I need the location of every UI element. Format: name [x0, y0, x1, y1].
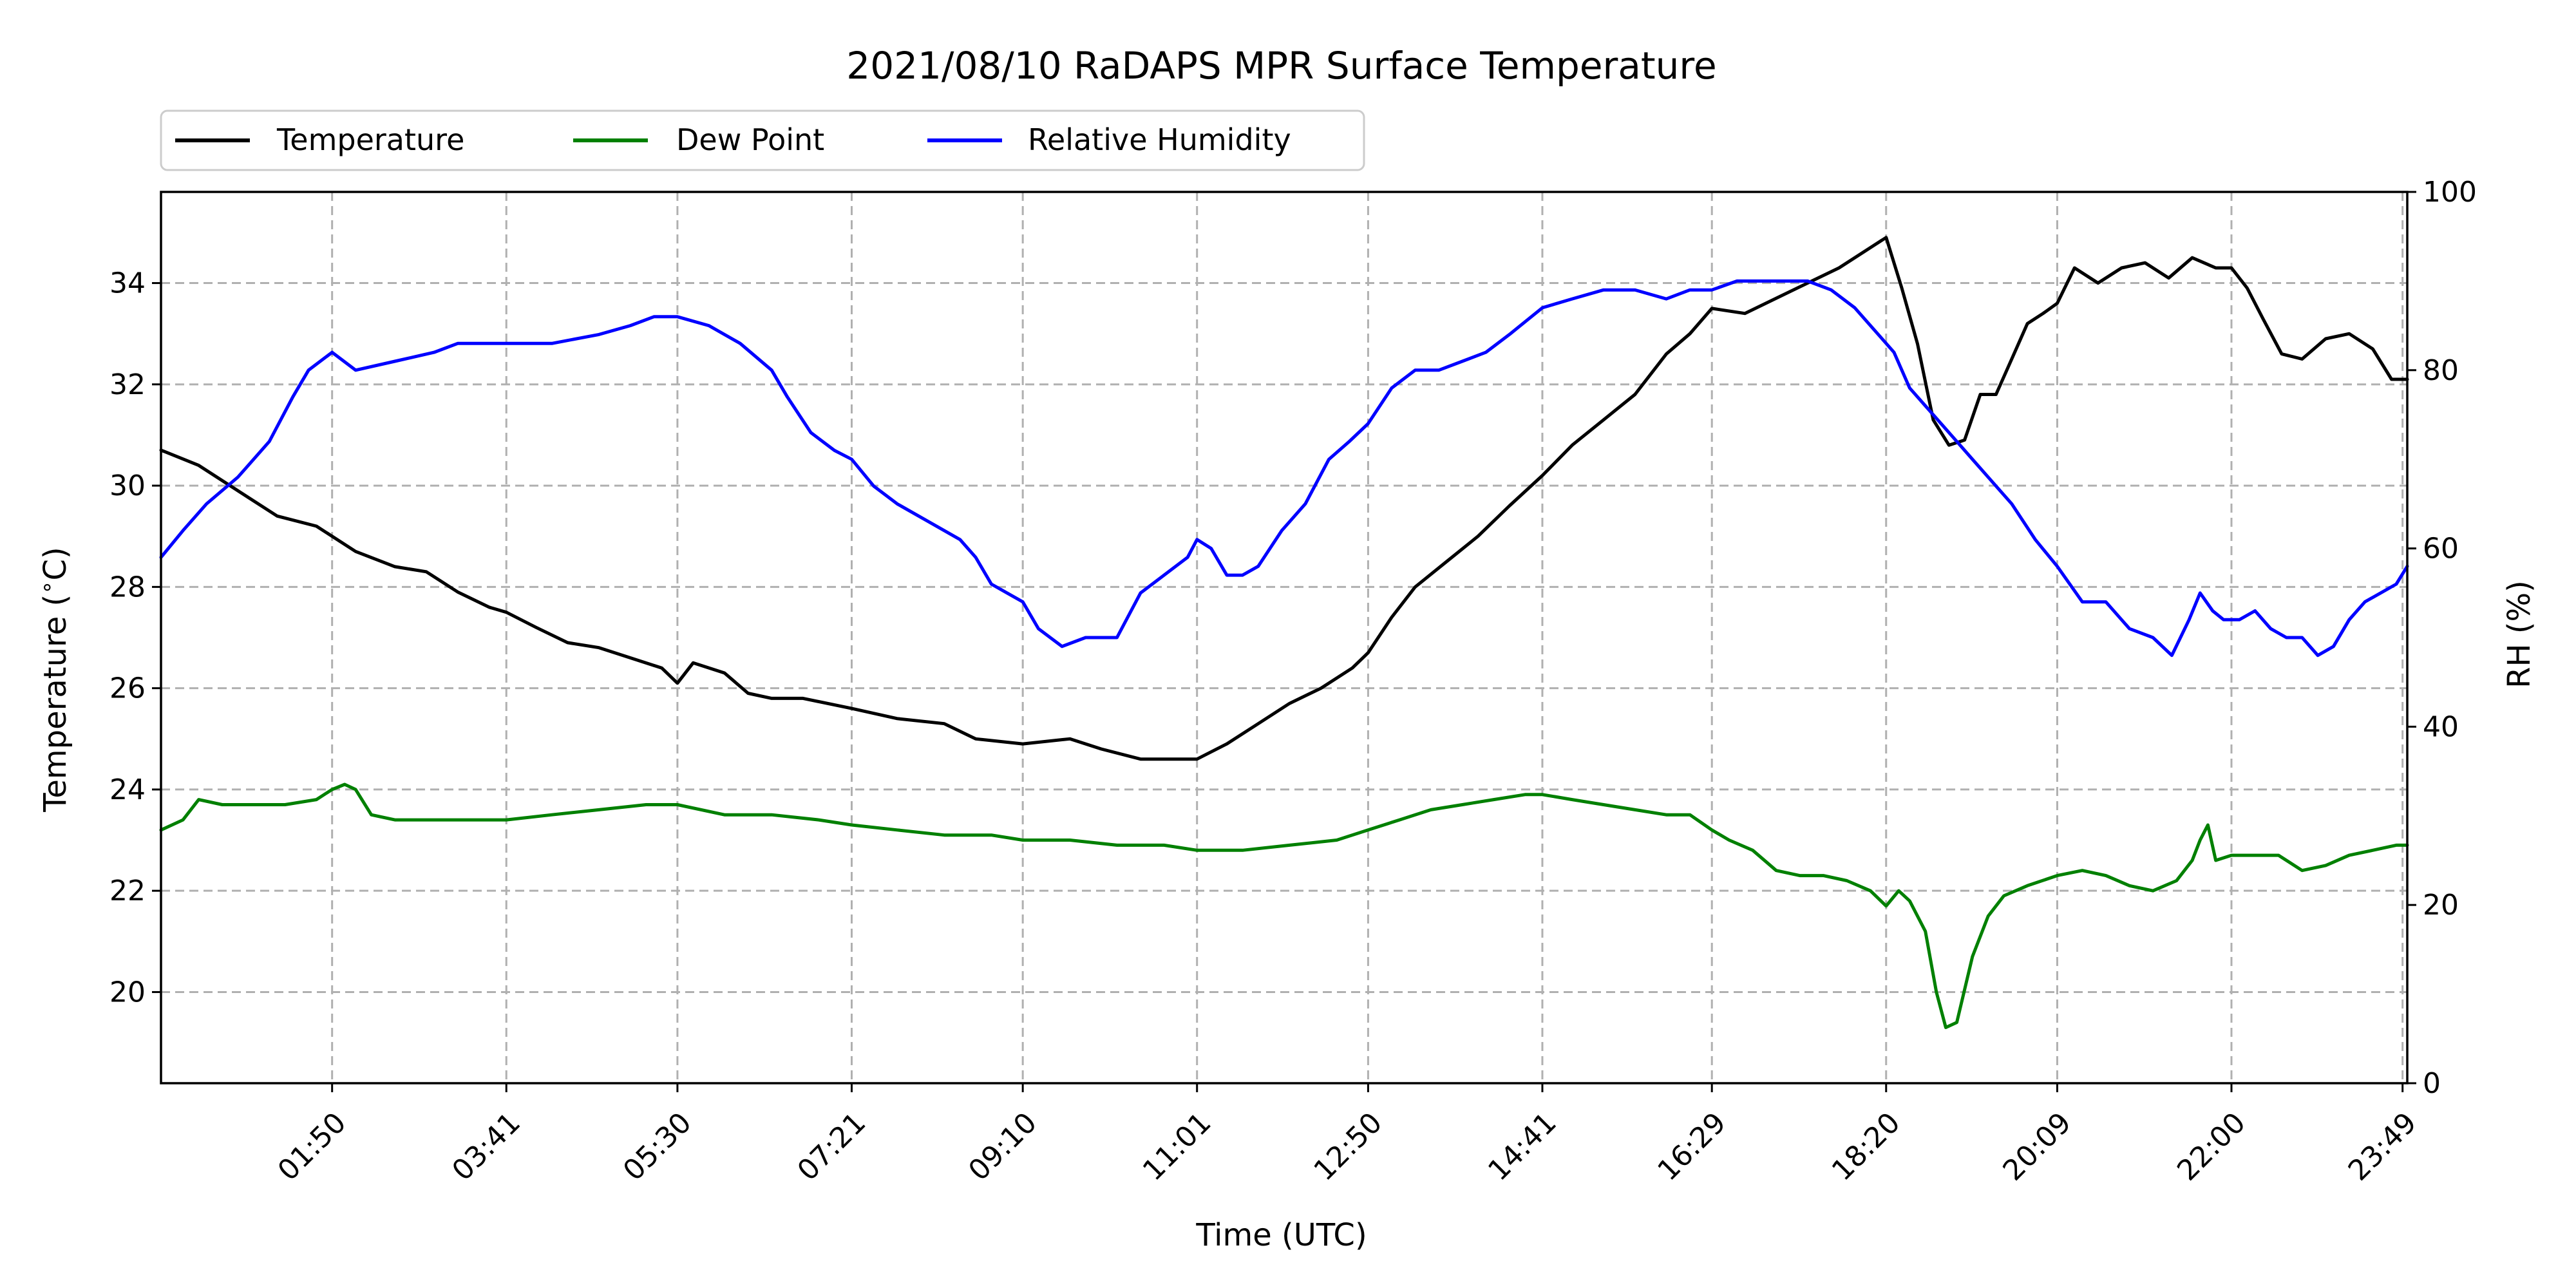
- y-tick-label: 30: [109, 469, 146, 502]
- y-axis-label: Temperature (∘C): [34, 547, 73, 813]
- degree-sign: ∘: [34, 580, 60, 594]
- y-tick-label: 28: [109, 571, 146, 603]
- y-tick-label: 34: [109, 267, 146, 300]
- axes-frame: [160, 191, 2409, 1084]
- legend-label-dew-point: Dew Point: [676, 122, 824, 157]
- legend: Temperature Dew Point Relative Humidity: [160, 109, 1365, 171]
- grid: [161, 192, 2407, 1083]
- series-lines: [159, 236, 2409, 1029]
- y-tick-label: 22: [109, 875, 146, 907]
- y-tick-label: 20: [109, 976, 146, 1009]
- dew-point-series-line: [159, 782, 2409, 1029]
- y2-tick-label: 60: [2423, 533, 2459, 565]
- y2-tick-label: 100: [2423, 176, 2477, 209]
- y2-axis-label: RH (%): [2501, 580, 2537, 688]
- temperature-series-line: [159, 236, 2409, 761]
- y-tick-label: 26: [109, 672, 146, 705]
- y-tick-label: 32: [109, 368, 146, 401]
- legend-label-relative-humidity: Relative Humidity: [1028, 122, 1291, 157]
- chart-title: 2021/08/10 RaDAPS MPR Surface Temperatur…: [846, 44, 1716, 88]
- y2-tick-label: 40: [2423, 710, 2459, 743]
- y2-tick-label: 20: [2423, 889, 2459, 922]
- legend-label-temperature: Temperature: [276, 122, 464, 157]
- celsius-unit: C): [37, 547, 73, 580]
- x-axis-label: Time (UTC): [1195, 1217, 1367, 1253]
- y2-tick-label: 80: [2423, 354, 2459, 387]
- y-tick-label: 24: [109, 773, 146, 806]
- legend-frame: [160, 109, 1365, 171]
- relative-humidity-series-line: [159, 279, 2409, 658]
- y2-tick-label: 0: [2423, 1067, 2441, 1100]
